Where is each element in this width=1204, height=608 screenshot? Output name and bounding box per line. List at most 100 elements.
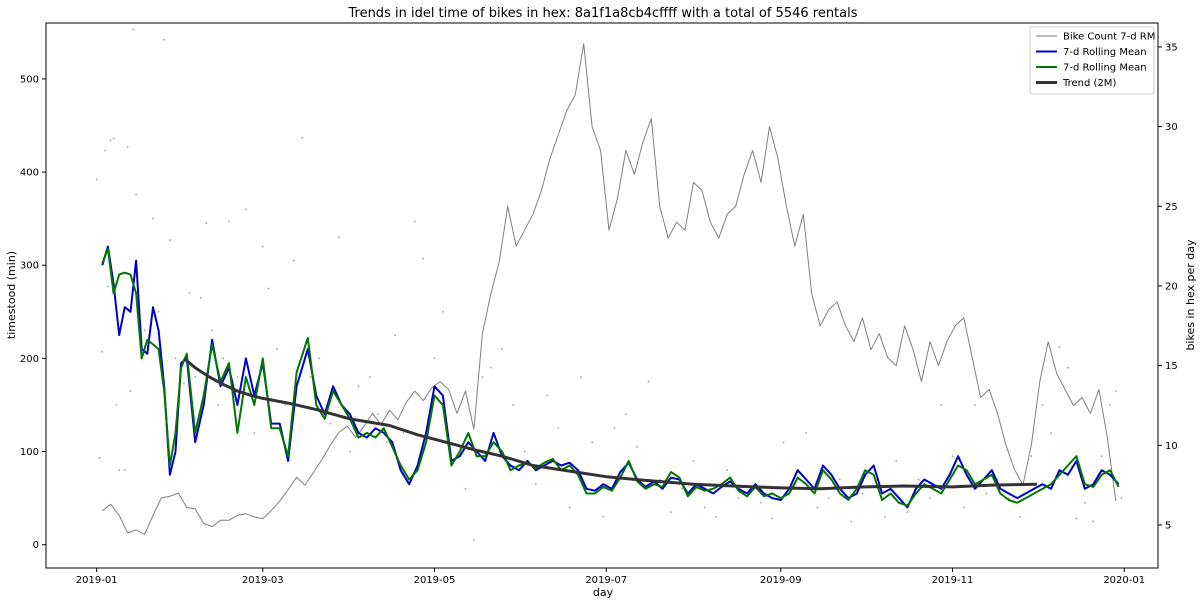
y2-tick-label: 10 — [1165, 441, 1178, 452]
scatter-point — [368, 376, 371, 378]
y2-tick-label: 30 — [1165, 122, 1178, 133]
scatter-point — [658, 478, 661, 481]
scatter-point — [1041, 404, 1044, 406]
scatter-point — [174, 357, 177, 360]
scatter-point — [107, 285, 109, 288]
scatter-point — [579, 376, 582, 378]
scatter-point — [681, 487, 684, 490]
scatter-point — [413, 220, 416, 223]
x-tick-label: 2019-03 — [242, 575, 284, 586]
x-axis-label: day — [593, 586, 614, 599]
scatter-point — [168, 239, 171, 241]
scatter-point — [1120, 497, 1123, 500]
y2-tick-label: 20 — [1165, 281, 1178, 292]
scatter-point — [805, 432, 808, 434]
scatter-point — [1067, 366, 1069, 369]
scatter-point — [464, 487, 467, 490]
scatter-point — [1100, 455, 1103, 458]
scatter-point — [98, 457, 101, 459]
scatter-point — [157, 310, 160, 313]
scatter-point — [850, 520, 853, 523]
scatter-point — [183, 382, 185, 385]
y2-tick-label: 15 — [1165, 361, 1178, 372]
scatter-point — [349, 450, 351, 453]
scatter-point — [1019, 515, 1021, 518]
series-line-4 — [182, 357, 1037, 491]
scatter-point — [568, 506, 571, 509]
scatter-point — [602, 515, 605, 518]
scatter-point — [253, 432, 256, 434]
scatter-point — [205, 222, 208, 225]
scatter-point — [962, 506, 965, 509]
scatter-point — [123, 469, 126, 472]
scatter-point — [292, 259, 295, 262]
scatter-point — [261, 245, 264, 248]
scatter-point — [267, 287, 270, 290]
scatter-point — [163, 38, 166, 41]
scatter-point — [115, 404, 118, 406]
legend-label: 7-d Rolling Mean — [1063, 47, 1147, 58]
scatter-point — [782, 441, 785, 444]
scatter-point — [591, 441, 594, 444]
scatter-point — [394, 334, 396, 336]
legend: Bike Count 7-d RM 7-d Rolling Mean 7-d Rol… — [1029, 26, 1155, 95]
y2-axis-label: bikes in hex per day — [1184, 239, 1197, 351]
scatter-point — [951, 455, 954, 458]
y2-tick-label: 35 — [1165, 42, 1178, 53]
scatter-point — [211, 329, 213, 332]
scatter-point — [337, 236, 340, 239]
scatter-point — [501, 348, 503, 350]
x-tick-label: 2020-01 — [1103, 575, 1145, 586]
scatter-point — [228, 220, 230, 223]
scatter-point — [613, 427, 616, 430]
x-tick-label: 2019-11 — [932, 575, 974, 586]
scatter-point — [442, 310, 444, 313]
scatter-point — [523, 450, 526, 453]
scatter-point — [1109, 404, 1112, 406]
plot-frame — [45, 22, 1159, 569]
scatter-point — [222, 357, 225, 360]
scatter-point — [760, 501, 762, 504]
scatter-point — [118, 469, 121, 472]
y-tick-label: 400 — [20, 168, 39, 179]
scatter-point — [692, 459, 695, 462]
x-tick-label: 2019-05 — [414, 575, 456, 586]
scatter-point — [985, 492, 988, 495]
series-line-3 — [101, 247, 1120, 507]
y2-tick-label: 5 — [1165, 520, 1171, 531]
scatter-point — [917, 478, 920, 481]
scatter-point — [275, 348, 278, 350]
scatter-point — [771, 517, 774, 520]
scatter-point — [109, 139, 112, 142]
scatter-point — [929, 497, 931, 500]
scatter-point — [1114, 390, 1117, 392]
scatter-point — [715, 515, 717, 518]
scatter-point — [284, 404, 287, 406]
y-tick-label: 200 — [20, 354, 39, 365]
scatter-point — [546, 394, 549, 397]
legend-box — [1029, 26, 1155, 95]
scatter-point — [1075, 517, 1078, 520]
scatter-point — [385, 441, 388, 444]
scatter-point — [534, 483, 537, 486]
scatter-point — [827, 497, 830, 500]
series-line-2 — [101, 245, 1120, 509]
scatter-point — [647, 380, 650, 383]
scatter-point — [132, 28, 135, 31]
scatter-point — [838, 478, 841, 481]
scatter-point — [357, 385, 360, 388]
chart-title: Trends in idel time of bikes in hex: 8a1… — [347, 6, 857, 21]
scatter-point — [1058, 346, 1061, 349]
x-tick-label: 2019-09 — [760, 575, 802, 586]
scatter-point — [816, 506, 819, 509]
scatter-point — [126, 146, 129, 148]
scatter-point — [861, 492, 864, 495]
scatter-point — [636, 445, 639, 448]
scatter-point — [135, 193, 137, 196]
x-tick-label: 2019-07 — [585, 575, 627, 586]
scatter-point — [95, 178, 98, 181]
y2-tick-label: 25 — [1165, 202, 1178, 213]
scatter-point — [318, 357, 320, 360]
scatter-point — [143, 329, 146, 332]
